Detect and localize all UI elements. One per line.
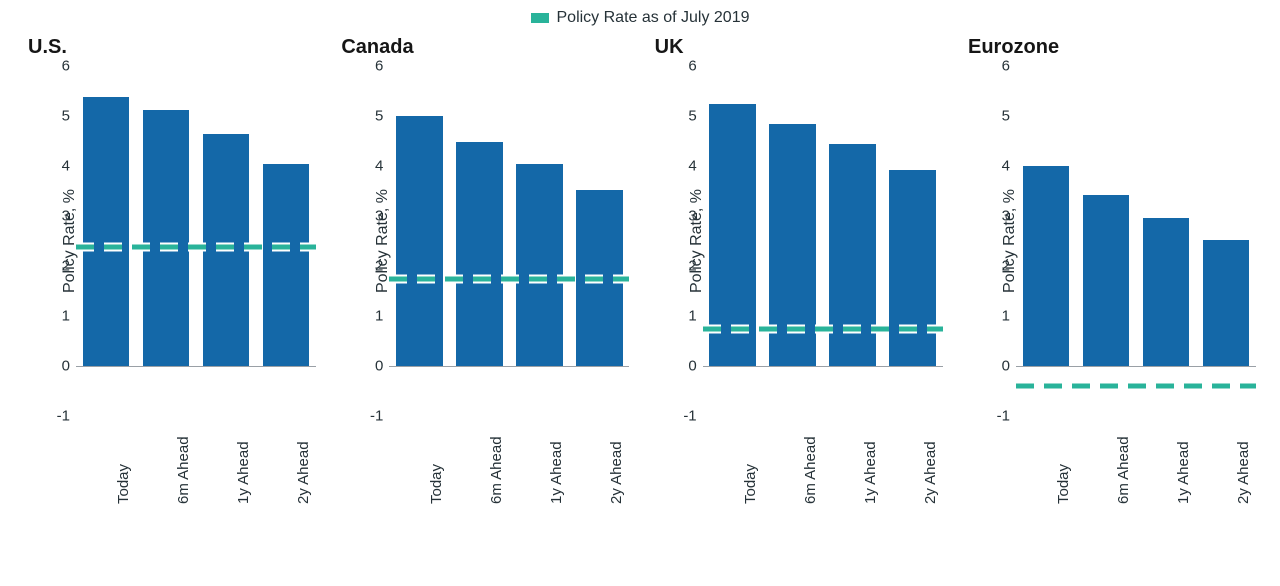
- x-label: 1y Ahead: [862, 422, 879, 504]
- panel-u-s-: U.S.Policy Rate, %-10123456Today6m Ahead…: [20, 36, 320, 506]
- y-tick: 3: [964, 208, 1016, 225]
- y-tick: 3: [24, 208, 76, 225]
- y-tick: 0: [651, 358, 703, 375]
- reference-line-dash: [703, 326, 943, 331]
- reference-line-dash: [1016, 384, 1256, 389]
- y-tick: -1: [651, 408, 703, 425]
- y-tick: 2: [337, 258, 389, 275]
- zero-baseline: [1016, 366, 1256, 367]
- x-label: 2y Ahead: [608, 422, 625, 504]
- y-tick: 5: [651, 108, 703, 125]
- y-tick: 4: [651, 158, 703, 175]
- y-tick: 0: [24, 358, 76, 375]
- bar: [143, 110, 190, 366]
- y-tick: 2: [964, 258, 1016, 275]
- x-label: 1y Ahead: [235, 422, 252, 504]
- x-label: 1y Ahead: [548, 422, 565, 504]
- zero-baseline: [389, 366, 629, 367]
- plot-area: Policy Rate, %-10123456: [76, 66, 316, 416]
- x-labels: Today 6m Ahead 1y Ahead 2y Ahead: [389, 420, 629, 506]
- y-tick: 5: [24, 108, 76, 125]
- panel-uk: UKPolicy Rate, %-10123456Today6m Ahead1y…: [647, 36, 947, 506]
- x-labels: Today 6m Ahead 1y Ahead 2y Ahead: [76, 420, 316, 506]
- x-label: 6m Ahead: [1115, 422, 1132, 504]
- panels-row: U.S.Policy Rate, %-10123456Today6m Ahead…: [0, 36, 1280, 506]
- x-labels: Today 6m Ahead 1y Ahead 2y Ahead: [703, 420, 943, 506]
- panel-eurozone: EurozonePolicy Rate, %-10123456Today6m A…: [960, 36, 1260, 506]
- y-tick: -1: [964, 408, 1016, 425]
- bar: [263, 164, 310, 367]
- y-tick: 4: [337, 158, 389, 175]
- y-tick: 1: [24, 308, 76, 325]
- x-label: Today: [115, 422, 132, 504]
- legend-swatch: [531, 13, 549, 23]
- y-tick: 1: [651, 308, 703, 325]
- bar: [83, 97, 130, 366]
- bar: [456, 142, 503, 366]
- y-tick: 4: [24, 158, 76, 175]
- bar: [516, 164, 563, 367]
- y-tick: 6: [24, 58, 76, 75]
- y-axis-label: Policy Rate, %: [61, 189, 79, 293]
- x-label: 6m Ahead: [802, 422, 819, 504]
- y-tick: 5: [964, 108, 1016, 125]
- chart: Policy Rate, %-10123456 Today 6m Ahead 1y A…: [647, 66, 947, 506]
- y-axis-label: Policy Rate, %: [1001, 189, 1019, 293]
- x-label: Today: [428, 422, 445, 504]
- y-tick: 1: [964, 308, 1016, 325]
- y-tick: 0: [337, 358, 389, 375]
- plot-area: Policy Rate, %-10123456: [389, 66, 629, 416]
- chart: Policy Rate, %-10123456 Today 6m Ahead 1y A…: [333, 66, 633, 506]
- x-label: 2y Ahead: [922, 422, 939, 504]
- chart: Policy Rate, %-10123456 Today 6m Ahead 1y A…: [960, 66, 1260, 506]
- zero-baseline: [703, 366, 943, 367]
- y-tick: 3: [651, 208, 703, 225]
- y-tick: 5: [337, 108, 389, 125]
- x-label: 6m Ahead: [488, 422, 505, 504]
- y-tick: 2: [24, 258, 76, 275]
- y-tick: 1: [337, 308, 389, 325]
- x-label: Today: [1055, 422, 1072, 504]
- bar: [1023, 166, 1070, 366]
- y-tick: 6: [964, 58, 1016, 75]
- y-tick: 4: [964, 158, 1016, 175]
- x-label: 6m Ahead: [175, 422, 192, 504]
- x-label: Today: [742, 422, 759, 504]
- legend-label: Policy Rate as of July 2019: [557, 9, 750, 26]
- x-labels: Today 6m Ahead 1y Ahead 2y Ahead: [1016, 420, 1256, 506]
- y-tick: 6: [651, 58, 703, 75]
- y-tick: 2: [651, 258, 703, 275]
- reference-line-dash: [389, 276, 629, 281]
- y-tick: 0: [964, 358, 1016, 375]
- chart: Policy Rate, %-10123456 Today 6m Ahead 1y A…: [20, 66, 320, 506]
- plot-area: Policy Rate, %-10123456: [1016, 66, 1256, 416]
- y-tick: -1: [24, 408, 76, 425]
- x-label: 2y Ahead: [1235, 422, 1252, 504]
- x-label: 2y Ahead: [295, 422, 312, 504]
- bar: [1083, 195, 1130, 366]
- bar: [1143, 218, 1190, 367]
- bar: [1203, 240, 1250, 366]
- bar: [396, 116, 443, 366]
- x-label: 1y Ahead: [1175, 422, 1192, 504]
- y-tick: 3: [337, 208, 389, 225]
- panel-canada: CanadaPolicy Rate, %-10123456Today6m Ahe…: [333, 36, 633, 506]
- reference-line-dash: [76, 245, 316, 250]
- y-tick: -1: [337, 408, 389, 425]
- bar: [889, 170, 936, 367]
- plot-area: Policy Rate, %-10123456: [703, 66, 943, 416]
- legend: Policy Rate as of July 2019: [0, 8, 1280, 36]
- y-tick: 6: [337, 58, 389, 75]
- y-axis-label: Policy Rate, %: [688, 189, 706, 293]
- zero-baseline: [76, 366, 316, 367]
